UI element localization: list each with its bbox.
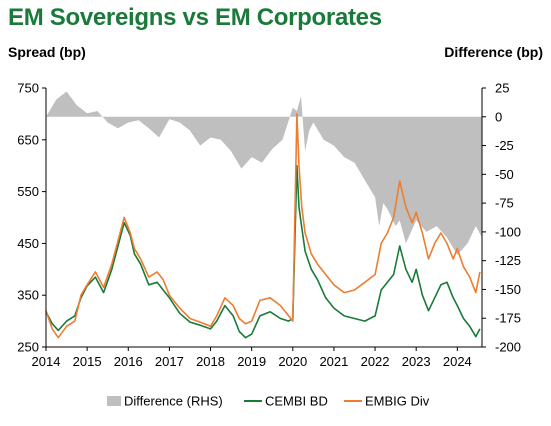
x-tick-label: 2021 [319, 354, 348, 369]
left-tick-label: 350 [17, 288, 39, 303]
legend-label-embig-div: EMBIG Div [365, 394, 430, 409]
x-tick-label: 2020 [278, 354, 307, 369]
right-tick-label: -25 [495, 138, 514, 153]
x-tick-label: 2015 [73, 354, 102, 369]
right-tick-label: 0 [495, 109, 502, 124]
legend-swatch-difference-rhs [107, 396, 121, 406]
right-tick-label: -150 [495, 282, 521, 297]
left-tick-label: 650 [17, 132, 39, 147]
left-tick-label: 550 [17, 184, 39, 199]
legend: Difference (RHS) CEMBI BD EMBIG Div [107, 394, 430, 409]
legend-label-difference-rhs: Difference (RHS) [124, 394, 223, 409]
embig-div-line [45, 113, 481, 339]
right-tick-label: -50 [495, 167, 514, 182]
right-axis-title: Difference (bp) [444, 44, 543, 60]
x-tick-label: 2022 [361, 354, 390, 369]
x-tick-label: 2024 [443, 354, 472, 369]
x-tick-label: 2014 [32, 354, 61, 369]
right-tick-label: -200 [495, 340, 521, 355]
right-tick-label: -125 [495, 253, 521, 268]
right-tick-label: -175 [495, 311, 521, 326]
x-tick-label: 2023 [402, 354, 431, 369]
cembi-bd-line [45, 164, 481, 339]
left-tick-label: 450 [17, 236, 39, 251]
spread-lines-layer [45, 113, 481, 339]
legend-label-cembi-bd: CEMBI BD [265, 394, 328, 409]
left-tick-label: 250 [17, 340, 39, 355]
right-tick-label: 25 [495, 81, 509, 96]
right-tick-label: -100 [495, 224, 521, 239]
x-tick-label: 2019 [237, 354, 266, 369]
chart-title: EM Sovereigns vs EM Corporates [8, 4, 382, 31]
right-tick-label: -75 [495, 196, 514, 211]
left-tick-label: 750 [17, 81, 39, 96]
x-tick-label: 2017 [155, 354, 184, 369]
left-axis-title: Spread (bp) [8, 44, 86, 60]
difference-area-layer [46, 91, 482, 255]
x-tick-label: 2016 [114, 354, 143, 369]
difference-area [46, 91, 482, 255]
x-tick-label: 2018 [196, 354, 225, 369]
